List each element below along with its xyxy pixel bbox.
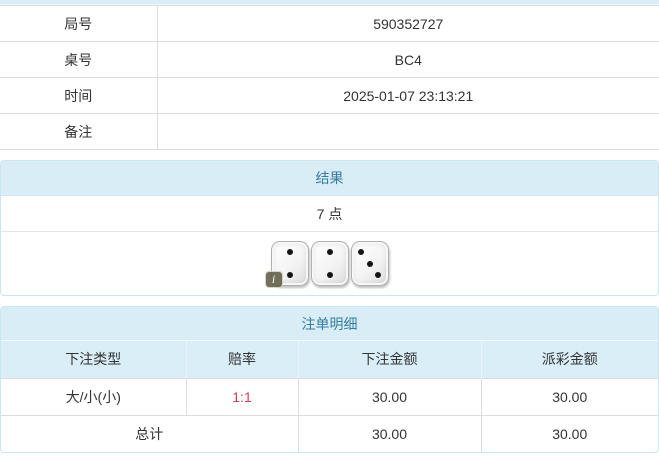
result-panel-title: 结果 bbox=[1, 161, 658, 196]
die-3-face-3 bbox=[350, 241, 389, 286]
time-label: 时间 bbox=[0, 77, 158, 114]
result-panel: 结果 7 点 i bbox=[0, 160, 659, 296]
cutoff-header-strip bbox=[0, 0, 659, 5]
die-pip bbox=[286, 271, 293, 278]
total-payout-amount: 30.00 bbox=[480, 414, 658, 452]
round-id-label: 局号 bbox=[0, 5, 158, 42]
bet-details-title: 注单明细 bbox=[1, 307, 658, 341]
die-1-face-2: i bbox=[264, 241, 309, 288]
bet-odds: 1:1 bbox=[185, 377, 298, 415]
dice-row: i bbox=[1, 232, 658, 295]
payout-amount: 30.00 bbox=[480, 377, 658, 415]
bet-amount: 30.00 bbox=[297, 377, 481, 415]
die-pip bbox=[374, 271, 381, 278]
die-pip bbox=[286, 249, 293, 256]
bet-row: 大/小(小) 1:1 30.00 30.00 bbox=[1, 377, 658, 415]
total-label: 总计 bbox=[1, 414, 298, 452]
round-id-value: 590352727 bbox=[156, 5, 659, 42]
table-id-value: BC4 bbox=[156, 41, 659, 78]
col-payout-amount: 派彩金额 bbox=[480, 341, 658, 378]
die-pip bbox=[358, 249, 365, 256]
die-pip bbox=[326, 249, 333, 256]
table-row: 局号 590352727 bbox=[0, 5, 659, 42]
time-value: 2025-01-07 23:13:21 bbox=[156, 77, 659, 114]
bets-table: 下注类型 赔率 下注金额 派彩金额 大/小(小) 1:1 30.00 30.00… bbox=[1, 341, 658, 452]
col-bet-type: 下注类型 bbox=[1, 341, 186, 378]
remark-label: 备注 bbox=[0, 113, 158, 150]
table-row: 备注 bbox=[0, 113, 659, 150]
die-pip bbox=[366, 260, 373, 267]
bet-details-panel: 注单明细 下注类型 赔率 下注金额 派彩金额 大/小(小) 1:1 30.00 … bbox=[0, 306, 659, 453]
die-2-face-2 bbox=[310, 241, 349, 286]
col-bet-amount: 下注金额 bbox=[297, 341, 481, 378]
bet-type: 大/小(小) bbox=[1, 377, 186, 415]
bets-header-row: 下注类型 赔率 下注金额 派彩金额 bbox=[1, 341, 658, 378]
die-pip bbox=[326, 271, 333, 278]
col-odds: 赔率 bbox=[185, 341, 298, 378]
remark-value bbox=[156, 113, 659, 150]
table-row: 桌号 BC4 bbox=[0, 41, 659, 78]
table-id-label: 桌号 bbox=[0, 41, 158, 78]
total-row: 总计 30.00 30.00 bbox=[1, 414, 658, 452]
result-points: 7 点 bbox=[1, 196, 658, 232]
info-icon[interactable]: i bbox=[264, 271, 283, 288]
game-info-table: 局号 590352727 桌号 BC4 时间 2025-01-07 23:13:… bbox=[0, 5, 659, 150]
total-bet-amount: 30.00 bbox=[297, 414, 481, 452]
table-row: 时间 2025-01-07 23:13:21 bbox=[0, 77, 659, 114]
